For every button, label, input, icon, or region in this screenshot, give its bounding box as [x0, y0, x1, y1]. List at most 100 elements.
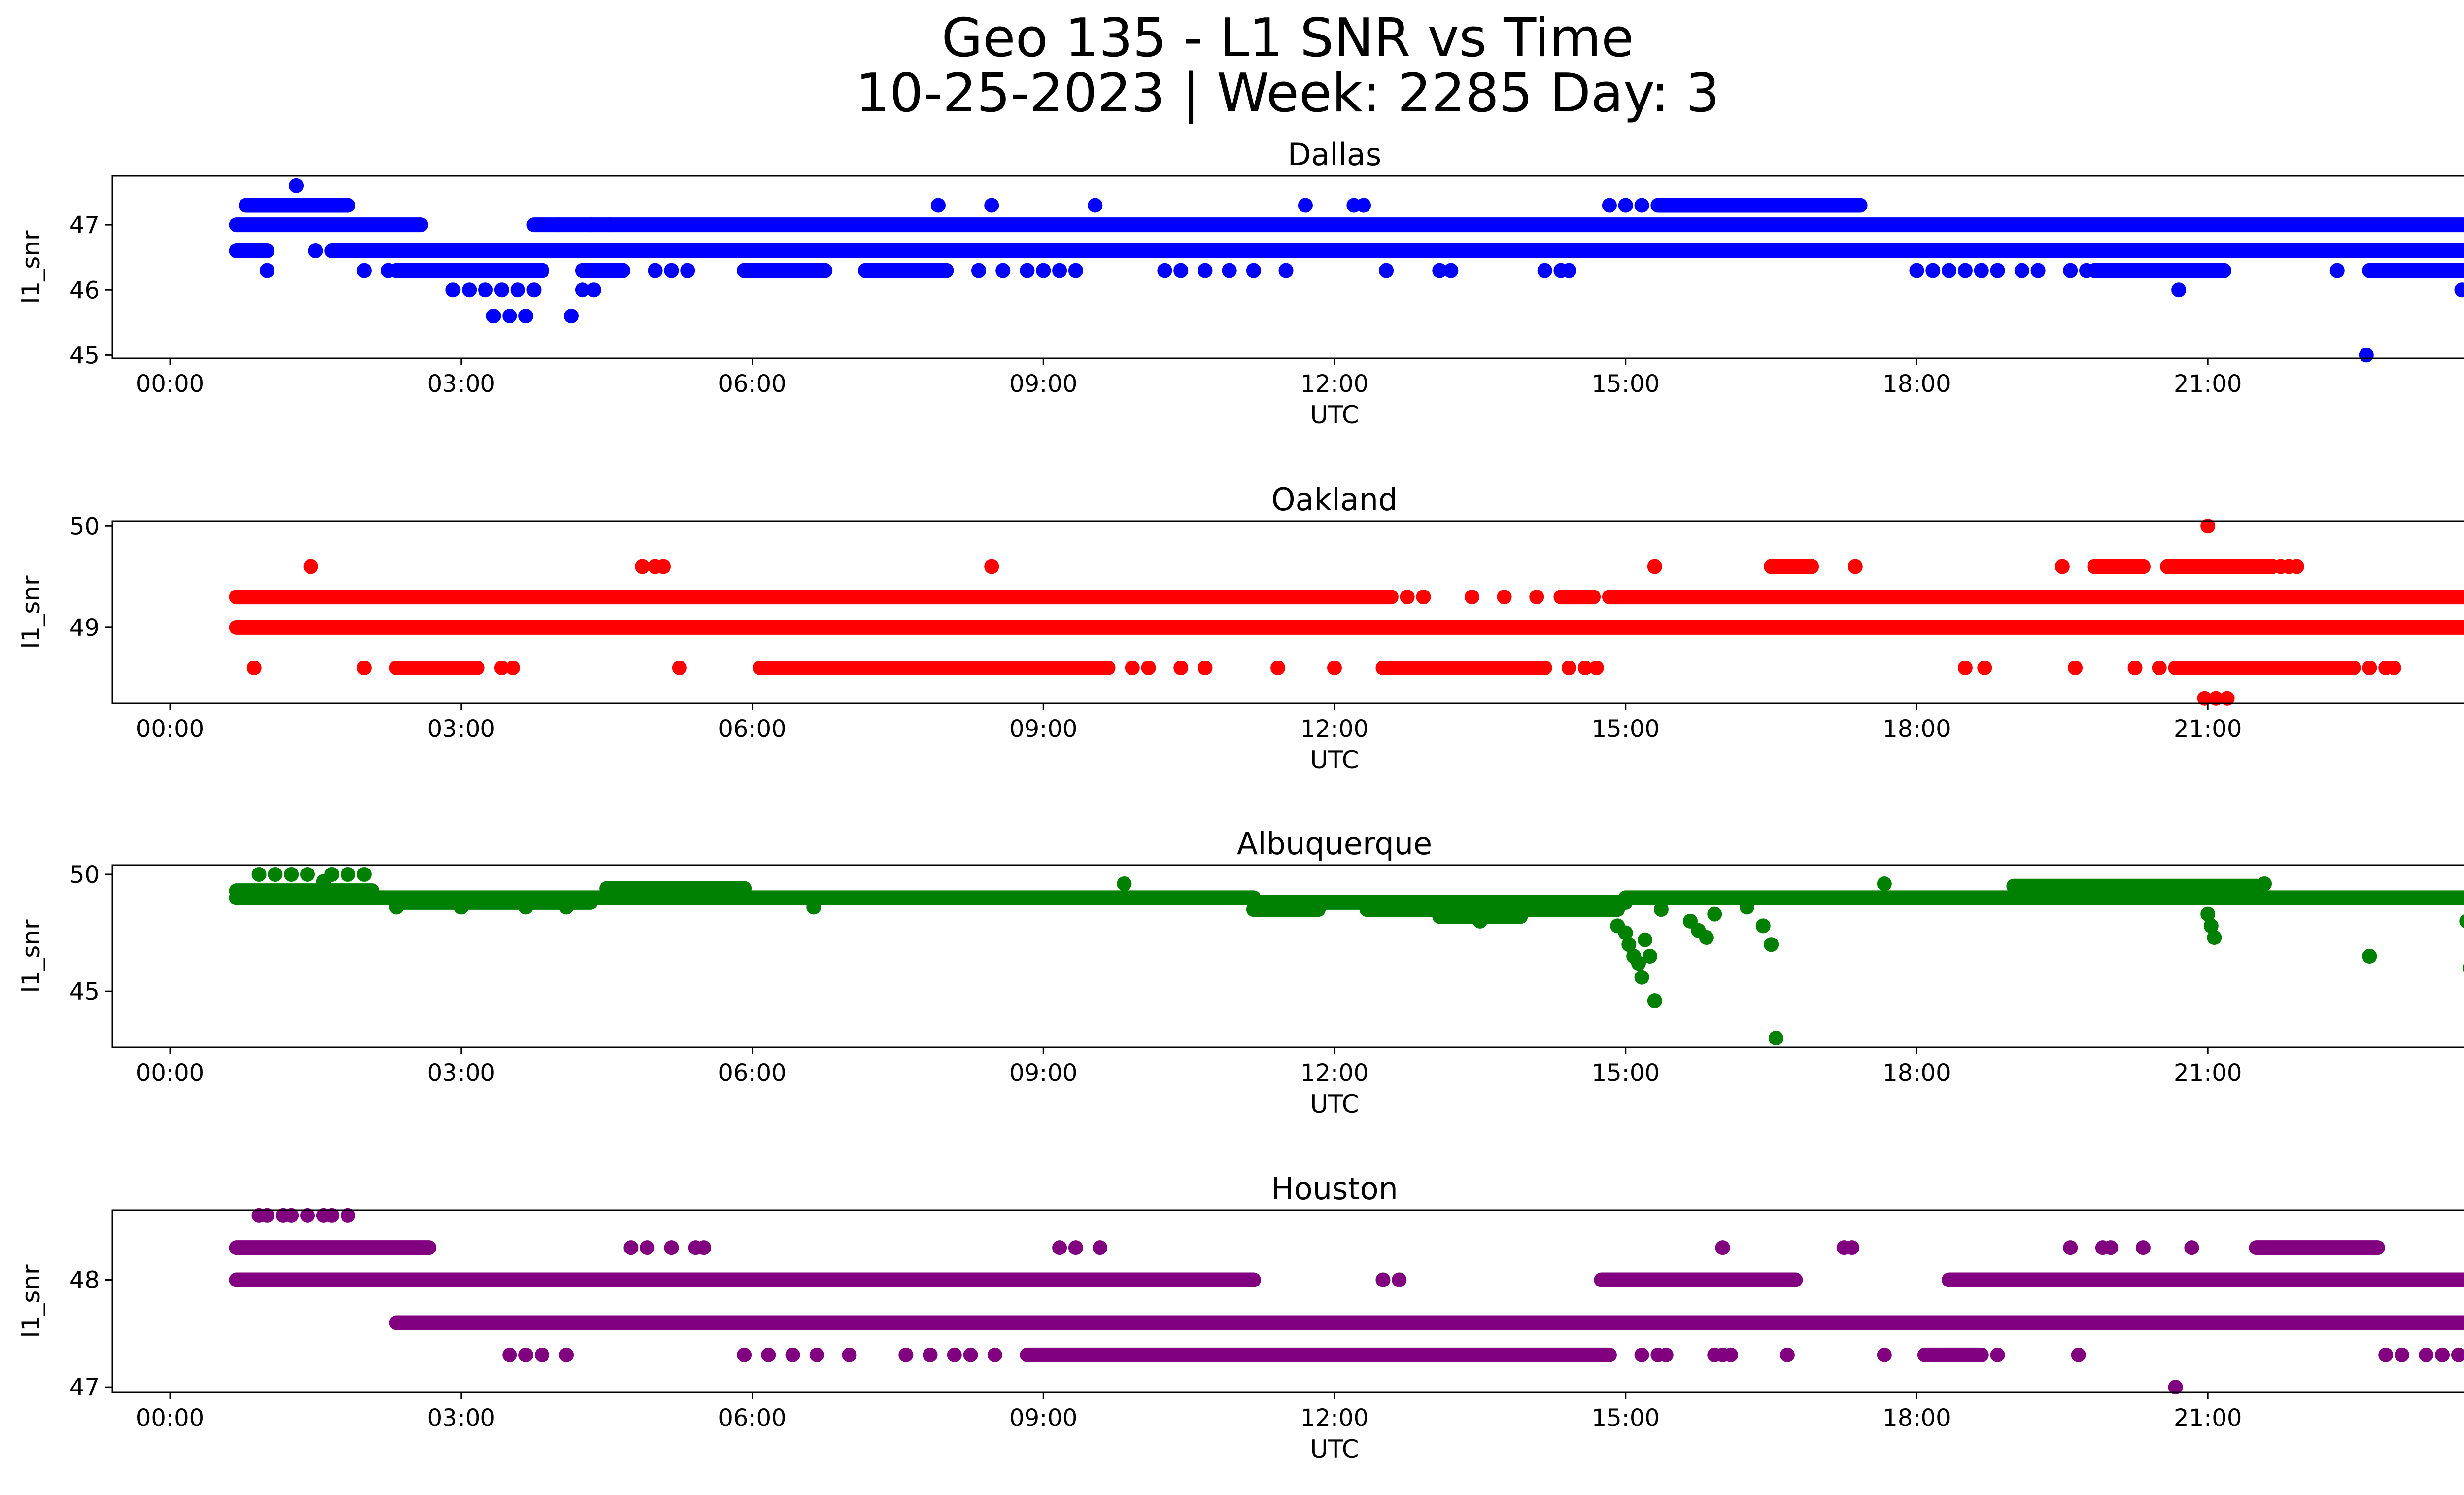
data-point	[2200, 906, 2216, 922]
x-tick-label: 03:00	[427, 370, 495, 398]
x-tick-label: 00:00	[136, 715, 204, 743]
y-tick-label: 50	[69, 861, 100, 889]
data-point	[1909, 263, 1924, 278]
data-point	[559, 1347, 574, 1362]
y-tick-label: 45	[69, 342, 100, 369]
data-point	[963, 1347, 978, 1362]
data-point	[445, 282, 461, 298]
data-point	[1278, 263, 1294, 278]
data-point	[1658, 1347, 1674, 1362]
data-point	[2103, 1240, 2119, 1255]
data-point	[1618, 925, 1633, 940]
data-point	[1298, 198, 1313, 213]
data-point	[1561, 263, 1576, 278]
subplot-dallas: Dallas 00:00 03:00 06:00 09:00 12:00 15:00 18:0…	[17, 137, 2464, 429]
data-point	[809, 1347, 824, 1362]
data-point	[1392, 1272, 1407, 1287]
data-point	[2419, 1347, 2434, 1362]
data-point	[1755, 918, 1771, 934]
data-point	[1739, 900, 1754, 915]
data-point	[2068, 661, 2083, 676]
data-point	[2063, 1240, 2078, 1255]
data-point	[1957, 263, 1973, 278]
data-point	[381, 263, 396, 278]
data-point	[2208, 691, 2224, 706]
data-point	[1768, 1031, 1783, 1046]
data-point	[2171, 282, 2187, 298]
axes-frame	[111, 1209, 2464, 1393]
data-point	[1198, 263, 1213, 278]
data-point	[2362, 661, 2377, 676]
data-point	[1537, 263, 1552, 278]
data-point	[1634, 1347, 1649, 1362]
data-point	[526, 282, 542, 298]
data-point	[1634, 198, 1649, 213]
data-point	[2054, 559, 2070, 574]
data-point	[308, 243, 323, 258]
x-tick-label: 18:00	[1882, 715, 1951, 743]
axes-frame	[111, 520, 2464, 704]
x-tick-label: 21:00	[2174, 715, 2242, 743]
figure-title-line1: Geo 135 - L1 SNR vs Time	[941, 7, 1634, 69]
data-point	[518, 900, 534, 915]
data-point	[2435, 1347, 2450, 1362]
x-tick-label: 00:00	[136, 1059, 204, 1087]
y-axis-label: l1_snr	[17, 230, 45, 304]
data-point	[1020, 263, 1035, 278]
x-tick-label: 06:00	[718, 715, 786, 743]
data-point	[971, 263, 986, 278]
data-point	[518, 1347, 534, 1362]
subplot-albuquerque: Albuquerque 00:00 03:00 06:00 09:00 12:00 15:0…	[17, 826, 2464, 1118]
data-point	[2168, 1380, 2183, 1395]
data-point	[462, 282, 477, 298]
data-point	[2071, 1347, 2086, 1362]
data-point	[2203, 918, 2219, 934]
data-point	[510, 282, 525, 298]
subplot-title: Houston	[1271, 1171, 1398, 1207]
data-point	[337, 198, 352, 213]
data-point	[1780, 1347, 1795, 1362]
x-tick-label: 00:00	[136, 1404, 204, 1432]
data-point	[2152, 661, 2167, 676]
data-point	[1764, 937, 1779, 952]
data-point	[2127, 661, 2143, 676]
data-point	[1443, 263, 1459, 278]
y-tick-label: 47	[69, 1374, 100, 1401]
data-point	[2197, 691, 2212, 706]
data-point	[1990, 1347, 2005, 1362]
data-point	[1942, 263, 1957, 278]
data-point	[1472, 913, 1488, 929]
data-points-albuquerque	[229, 867, 2464, 1046]
data-point	[923, 1347, 938, 1362]
data-point	[2063, 263, 2078, 278]
data-point	[2454, 282, 2464, 298]
figure-title-line2: 10-25-2023 | Week: 2285 Day: 3	[856, 63, 1720, 124]
x-tick-label: 18:00	[1882, 370, 1951, 398]
data-point	[1432, 263, 1447, 278]
data-point	[1974, 263, 1989, 278]
subplot-title: Oakland	[1271, 482, 1398, 518]
data-point	[1270, 661, 1286, 676]
data-point	[1125, 661, 1140, 676]
data-point	[1529, 590, 1544, 605]
data-points-houston	[229, 1208, 2464, 1395]
data-point	[2184, 1240, 2199, 1255]
data-point	[324, 867, 340, 882]
data-point	[2135, 1240, 2151, 1255]
data-point	[664, 263, 679, 278]
data-point	[806, 900, 821, 915]
data-point	[656, 559, 671, 574]
data-point	[284, 1208, 299, 1223]
data-point	[341, 1208, 356, 1223]
y-tick-label: 50	[69, 513, 100, 540]
y-tick-label: 47	[69, 211, 100, 239]
data-point	[1647, 993, 1662, 1008]
x-tick-label: 06:00	[718, 1059, 786, 1087]
data-point	[2103, 263, 2119, 278]
x-tick-label: 15:00	[1592, 370, 1660, 398]
data-point	[289, 178, 304, 193]
data-point	[453, 900, 469, 915]
data-point	[1638, 932, 1653, 947]
data-point	[1589, 661, 1604, 676]
data-point	[575, 282, 590, 298]
